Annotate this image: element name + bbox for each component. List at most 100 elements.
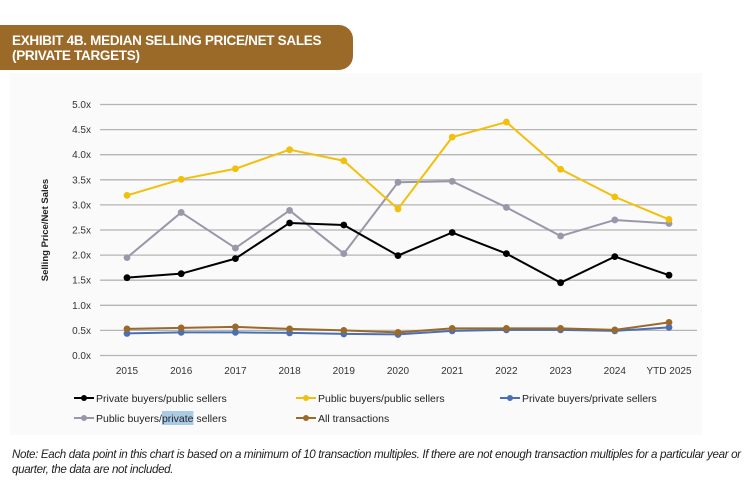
y-tick-label: 0.0x xyxy=(72,351,91,362)
data-point xyxy=(503,118,510,126)
x-tick-label: YTD 2025 xyxy=(646,366,691,377)
data-point xyxy=(557,279,564,287)
x-tick-label: 2017 xyxy=(224,366,247,377)
data-point xyxy=(232,165,239,173)
legend-label: Private buyers/public sellers xyxy=(96,393,227,405)
x-tick-label: 2015 xyxy=(116,366,139,377)
legend-label: Public buyers/private sellers xyxy=(96,413,227,425)
x-tick-label: 2021 xyxy=(441,366,464,377)
y-tick-label: 0.5x xyxy=(72,326,91,337)
x-tick-label: 2023 xyxy=(549,366,572,377)
y-tick-label: 2.5x xyxy=(72,226,91,237)
legend: Private buyers/public sellers Public buye… xyxy=(74,393,657,425)
data-point xyxy=(232,323,239,331)
y-tick-label: 2.0x xyxy=(72,251,91,262)
legend-item: All transactions xyxy=(296,413,389,425)
legend-swatch-marker xyxy=(81,395,87,401)
exhibit-title-badge: EXHIBIT 4B. MEDIAN SELLING PRICE/NET SAL… xyxy=(0,25,353,70)
data-point xyxy=(665,216,673,223)
data-point xyxy=(286,325,293,333)
data-point xyxy=(286,146,293,154)
data-point xyxy=(665,271,673,279)
legend-label: Private buyers/private sellers xyxy=(522,393,657,405)
x-tick-label: 2018 xyxy=(278,366,301,377)
series-all-transactions xyxy=(123,318,673,336)
data-point xyxy=(665,318,673,326)
series-public-buyers-public-sellers xyxy=(123,118,673,223)
data-point xyxy=(232,255,239,263)
y-tick-label: 4.0x xyxy=(72,150,91,161)
data-point xyxy=(340,327,348,334)
y-tick-label: 1.5x xyxy=(72,276,91,287)
data-point xyxy=(123,191,131,199)
legend-item: Public buyers/public sellers xyxy=(296,393,445,405)
data-point xyxy=(448,229,456,236)
data-point xyxy=(340,221,348,229)
data-point xyxy=(394,205,402,213)
data-point xyxy=(232,244,239,252)
data-point xyxy=(286,207,293,214)
series-public-buyers-private-sellers xyxy=(123,177,673,262)
data-point xyxy=(340,157,348,165)
data-point xyxy=(611,216,619,224)
legend-item: Private buyers/private sellers xyxy=(500,393,657,405)
footnote: Note: Each data point in this chart is b… xyxy=(12,448,741,476)
legend-label: All transactions xyxy=(318,413,389,425)
data-point xyxy=(286,219,293,227)
data-point xyxy=(232,329,239,336)
data-point xyxy=(123,254,131,262)
data-point xyxy=(665,323,673,331)
data-point xyxy=(448,177,456,185)
series-private-buyers-public-sellers xyxy=(123,219,673,287)
chart-panel xyxy=(10,73,702,435)
series-line xyxy=(126,180,670,259)
x-tick-label: 2019 xyxy=(333,366,356,377)
legend-swatch-marker xyxy=(303,395,309,401)
data-point xyxy=(394,329,402,336)
text-selection-highlight xyxy=(161,411,194,425)
data-point xyxy=(177,209,185,216)
series-lines xyxy=(123,118,673,338)
data-point xyxy=(448,133,456,141)
data-point xyxy=(448,324,456,332)
x-tick-label: 2024 xyxy=(604,366,627,377)
data-point xyxy=(503,204,510,211)
x-tick-label: 2020 xyxy=(387,366,410,377)
y-tick-label: 5.0x xyxy=(72,100,91,111)
y-tick-label: 3.5x xyxy=(72,175,91,186)
legend-item: Private buyers/public sellers xyxy=(74,393,227,405)
y-tick-label: 1.0x xyxy=(72,301,91,312)
data-point xyxy=(123,325,131,333)
data-point xyxy=(177,175,185,183)
data-point xyxy=(177,270,185,278)
legend-swatch-marker xyxy=(81,415,87,421)
data-point xyxy=(611,253,619,261)
data-point xyxy=(557,324,564,332)
legend-item: Public buyers/private sellers xyxy=(74,411,227,425)
y-tick-label: 3.0x xyxy=(72,200,91,211)
y-tick-label: 4.5x xyxy=(72,125,91,136)
data-point xyxy=(394,252,402,260)
y-axis-label: Selling Price/Net Sales xyxy=(40,179,51,281)
data-point xyxy=(611,326,619,334)
data-point xyxy=(557,232,564,240)
data-point xyxy=(611,193,619,201)
legend-label: Public buyers/public sellers xyxy=(318,393,445,405)
x-tick-label: 2022 xyxy=(495,366,518,377)
data-point xyxy=(340,250,348,257)
data-point xyxy=(503,324,510,332)
data-point xyxy=(123,274,131,282)
data-point xyxy=(177,324,185,332)
exhibit-title-line1: EXHIBIT 4B. MEDIAN SELLING PRICE/NET SAL… xyxy=(12,33,322,48)
exhibit-title-line2: (PRIVATE TARGETS) xyxy=(12,48,140,63)
gridlines xyxy=(100,103,697,357)
data-point xyxy=(394,178,402,186)
x-tick-label: 2016 xyxy=(170,366,193,377)
y-axis-ticks: 0.0x 0.5x 1.0x 1.5x 2.0x 2.5x 3.0x 3.5x 4.0x 4.5x… xyxy=(72,100,91,362)
data-point xyxy=(503,250,510,257)
legend-swatch-marker xyxy=(303,415,309,421)
x-axis-ticks: 2015 2016 2017 2018 2019 2020 2021 2022 2023 2024… xyxy=(116,366,692,377)
data-point xyxy=(557,165,564,173)
legend-swatch-marker xyxy=(507,395,513,401)
